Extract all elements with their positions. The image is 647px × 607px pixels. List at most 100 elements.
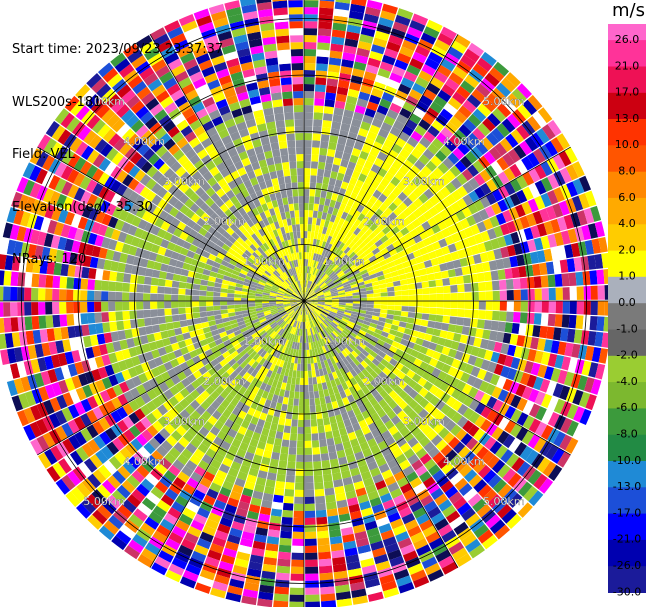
velocity-gate bbox=[241, 297, 249, 301]
velocity-gate bbox=[550, 368, 561, 383]
velocity-gate bbox=[352, 306, 360, 310]
velocity-gate bbox=[274, 387, 281, 396]
velocity-gate bbox=[534, 421, 548, 437]
velocity-gate bbox=[438, 353, 448, 364]
velocity-gate bbox=[304, 287, 306, 295]
velocity-gate bbox=[426, 429, 438, 441]
velocity-gate bbox=[314, 84, 326, 93]
velocity-gate bbox=[282, 502, 294, 511]
velocity-gate bbox=[313, 260, 317, 268]
velocity-gate bbox=[258, 365, 266, 374]
velocity-gate bbox=[340, 65, 353, 75]
velocity-gate bbox=[334, 1, 350, 11]
velocity-gate bbox=[275, 317, 283, 324]
velocity-gate bbox=[338, 234, 346, 243]
velocity-gate bbox=[356, 389, 365, 398]
velocity-gate bbox=[165, 537, 181, 551]
velocity-gate bbox=[398, 399, 408, 410]
velocity-gate bbox=[459, 257, 469, 267]
velocity-gate bbox=[86, 493, 102, 509]
velocity-gate bbox=[343, 347, 351, 356]
velocity-gate bbox=[473, 253, 482, 264]
velocity-gate bbox=[315, 269, 320, 276]
velocity-gate bbox=[145, 325, 154, 335]
velocity-gate bbox=[143, 293, 151, 301]
velocity-gate bbox=[358, 352, 367, 361]
velocity-gate bbox=[248, 295, 256, 299]
velocity-gate bbox=[171, 501, 186, 514]
velocity-gate bbox=[415, 447, 428, 460]
velocity-gate bbox=[513, 346, 524, 359]
velocity-gate bbox=[355, 134, 367, 144]
velocity-gate bbox=[306, 321, 309, 329]
velocity-gate bbox=[325, 213, 332, 222]
velocity-gate bbox=[329, 364, 336, 373]
velocity-gate bbox=[158, 323, 168, 332]
velocity-gate bbox=[380, 177, 390, 188]
velocity-gate bbox=[108, 291, 116, 301]
velocity-gate bbox=[564, 244, 574, 259]
velocity-gate bbox=[323, 290, 331, 295]
velocity-gate bbox=[467, 113, 482, 128]
velocity-gate bbox=[112, 470, 126, 485]
velocity-gate bbox=[332, 429, 341, 438]
velocity-gate bbox=[316, 291, 324, 296]
velocity-gate bbox=[399, 107, 412, 119]
velocity-gate bbox=[246, 510, 259, 521]
velocity-gate bbox=[336, 313, 344, 318]
velocity-gate bbox=[532, 148, 546, 164]
velocity-gate bbox=[292, 348, 297, 357]
velocity-gate bbox=[238, 377, 247, 386]
velocity-gate bbox=[335, 283, 344, 289]
velocity-gate bbox=[108, 515, 124, 530]
velocity-gate bbox=[140, 478, 155, 492]
velocity-gate bbox=[264, 325, 272, 332]
velocity-gate bbox=[249, 554, 264, 564]
velocity-gate bbox=[470, 244, 480, 256]
velocity-gate bbox=[374, 354, 384, 363]
velocity-gate bbox=[450, 424, 462, 437]
velocity-gate bbox=[492, 290, 500, 301]
velocity-gate bbox=[519, 140, 533, 156]
velocity-gate bbox=[315, 308, 322, 314]
velocity-gate bbox=[491, 127, 505, 142]
velocity-gate bbox=[505, 133, 519, 148]
velocity-gate bbox=[498, 416, 511, 430]
velocity-gate bbox=[560, 230, 571, 245]
velocity-gate bbox=[317, 530, 329, 539]
velocity-gate bbox=[304, 119, 313, 127]
velocity-gate bbox=[275, 350, 282, 359]
velocity-gate bbox=[491, 280, 500, 291]
velocity-gate bbox=[331, 291, 339, 296]
velocity-gate bbox=[309, 349, 313, 357]
velocity-gate bbox=[220, 296, 228, 301]
velocity-gate bbox=[65, 491, 81, 508]
velocity-gate bbox=[296, 363, 301, 371]
velocity-gate bbox=[94, 312, 103, 323]
velocity-gate bbox=[437, 370, 448, 381]
velocity-gate bbox=[206, 405, 216, 416]
velocity-gate bbox=[329, 214, 337, 223]
velocity-gate bbox=[317, 302, 325, 305]
velocity-gate bbox=[136, 464, 150, 478]
velocity-gate bbox=[80, 313, 89, 325]
velocity-gate bbox=[164, 423, 176, 435]
velocity-gate bbox=[443, 293, 451, 301]
velocity-gate bbox=[393, 385, 403, 395]
velocity-gate bbox=[519, 277, 528, 289]
velocity-gate bbox=[394, 290, 402, 296]
velocity-gate bbox=[348, 318, 357, 324]
velocity-gate bbox=[459, 218, 470, 230]
velocity-gate bbox=[369, 370, 379, 379]
velocity-gate bbox=[327, 444, 337, 453]
velocity-gate bbox=[258, 513, 271, 523]
velocity-gate bbox=[299, 391, 304, 399]
velocity-gate bbox=[225, 393, 235, 403]
velocity-gate bbox=[272, 349, 279, 358]
velocity-gate bbox=[536, 223, 548, 237]
velocity-gate bbox=[312, 133, 321, 141]
velocity-gate bbox=[215, 394, 225, 405]
velocity-gate bbox=[429, 301, 437, 308]
velocity-gate bbox=[274, 372, 281, 381]
velocity-gate bbox=[450, 472, 464, 486]
